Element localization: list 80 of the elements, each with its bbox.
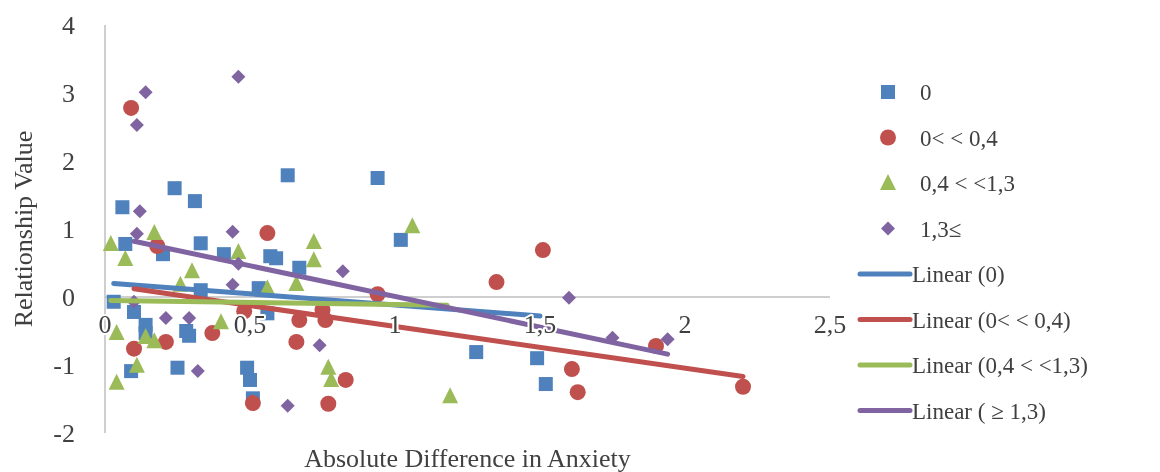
x-tick-label: 0,5 [233, 310, 267, 340]
point [225, 224, 240, 239]
point [108, 373, 125, 390]
point [280, 398, 295, 413]
y-tick-label: 0 [62, 283, 75, 313]
x-tick-label: 2 [678, 310, 692, 340]
point [190, 364, 205, 379]
point [569, 384, 586, 401]
point [280, 168, 295, 183]
point [530, 351, 545, 366]
point [320, 395, 337, 412]
point [118, 236, 133, 251]
point [534, 242, 551, 259]
point [305, 251, 322, 268]
point [269, 251, 284, 266]
point [187, 194, 202, 209]
point [335, 264, 350, 279]
point [102, 234, 119, 251]
point [146, 332, 163, 349]
point [115, 200, 130, 215]
point [320, 358, 337, 375]
point [146, 224, 163, 241]
x-tick-label: 2,5 [813, 310, 847, 340]
y-tick-label: 1 [62, 215, 75, 245]
point [243, 372, 257, 387]
point [128, 356, 145, 373]
point [288, 333, 305, 350]
point [735, 378, 751, 395]
legend-label: 0,4 < <1,3 [920, 171, 1015, 197]
point [167, 181, 182, 196]
point [538, 377, 553, 392]
point [563, 361, 580, 378]
point [213, 313, 229, 330]
legend-label: Linear ( ≥ 1,3) [912, 398, 1046, 424]
point [158, 311, 173, 326]
point [393, 232, 408, 247]
point [230, 243, 247, 260]
point [488, 274, 505, 291]
x-tick-label: 0 [98, 310, 112, 340]
point [127, 304, 141, 319]
point [660, 332, 675, 347]
point [184, 262, 200, 279]
point [193, 236, 208, 251]
point [225, 277, 240, 292]
point [231, 69, 246, 84]
point [170, 360, 185, 375]
point [123, 99, 140, 116]
point [129, 117, 144, 132]
legend-label: Linear (0,4 < <1,3) [912, 353, 1089, 379]
y-tick-label: -2 [53, 419, 75, 449]
point [562, 290, 576, 305]
point [126, 340, 142, 357]
point [442, 387, 459, 404]
point [305, 232, 322, 249]
point [312, 338, 327, 353]
y-axis-title: Relationship Value [9, 130, 38, 328]
point [157, 333, 174, 350]
legend-label: 1,3≤ [920, 216, 962, 242]
point [337, 371, 354, 388]
x-axis-title: Absolute Difference in Anxiety [304, 444, 631, 472]
y-tick-label: 4 [62, 11, 75, 41]
point [182, 311, 197, 326]
point [259, 225, 276, 242]
legend-label: 0< < 0,4 [920, 125, 999, 151]
point [204, 325, 221, 342]
point [138, 85, 153, 100]
y-tick-label: 2 [62, 147, 75, 177]
legend-label: Linear (0< < 0,4) [912, 307, 1071, 333]
point [132, 204, 147, 219]
y-tick-label: 3 [62, 79, 75, 109]
point [244, 395, 261, 412]
point [370, 171, 385, 185]
point [117, 249, 134, 266]
legend-label: 0 [920, 80, 932, 106]
point [182, 328, 197, 343]
point [404, 217, 421, 234]
y-tick-label: -1 [53, 351, 75, 381]
legend-label: Linear (0) [912, 262, 1005, 288]
point [469, 345, 484, 360]
point [129, 226, 144, 241]
